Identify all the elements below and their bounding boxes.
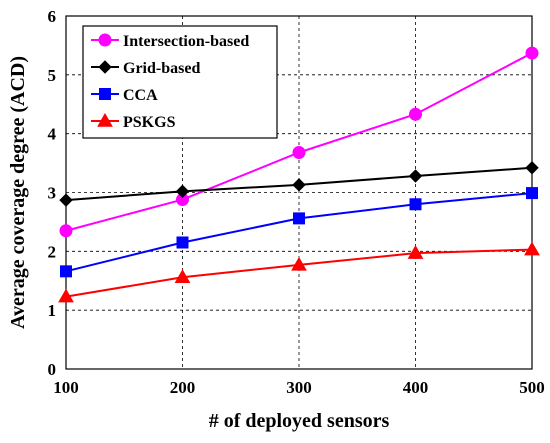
y-tick-label: 4 (48, 125, 57, 144)
data-point-cca (60, 265, 72, 278)
legend-label-pskgs: PSKGS (123, 114, 176, 131)
legend-item-pskgs: PSKGS (91, 112, 176, 131)
legend-marker-cca (99, 88, 111, 100)
legend-item-cca: CCA (91, 87, 158, 104)
x-tick-label: 200 (170, 378, 196, 397)
legend-box (82, 25, 278, 139)
legend-item-intersection-based: Intersection-based (91, 33, 249, 50)
series-grid-based (59, 161, 539, 207)
series-layer (58, 46, 540, 303)
x-axis-title: # of deployed sensors (209, 410, 390, 432)
data-point-cca (176, 236, 189, 249)
y-tick-label: 6 (48, 7, 57, 26)
data-point-grid-based (59, 193, 73, 207)
legend-marker-intersection-based (98, 33, 112, 47)
data-point-intersection-based (409, 107, 422, 121)
series-pskgs (58, 241, 540, 303)
series-intersection-based (59, 46, 539, 238)
legend-label-intersection-based: Intersection-based (123, 33, 249, 50)
data-point-intersection-based (292, 145, 306, 159)
data-point-grid-based (292, 178, 306, 192)
data-point-pskgs (524, 241, 540, 256)
x-tick-label: 500 (519, 378, 545, 397)
data-point-intersection-based (525, 46, 539, 60)
legend-item-grid-based: Grid-based (91, 60, 200, 77)
axes: 0 1 2 3 4 5 6 100 200 300 400 500 (48, 7, 545, 397)
data-point-pskgs (407, 245, 424, 259)
x-tick-label: 400 (403, 378, 429, 397)
legend-marker-pskgs (97, 112, 113, 127)
legend-marker-grid-based (98, 60, 112, 74)
y-tick-label: 1 (48, 301, 57, 320)
data-point-intersection-based (59, 224, 73, 238)
y-axis-title: Average coverage degree (ACD) (7, 56, 29, 329)
x-tick-label: 300 (286, 378, 312, 397)
y-tick-label: 5 (48, 66, 57, 85)
x-tick-label: 100 (53, 378, 79, 397)
data-point-grid-based (525, 161, 539, 175)
y-tick-label: 2 (48, 242, 57, 261)
data-point-pskgs (58, 288, 74, 303)
data-point-pskgs (174, 269, 191, 283)
series-cca (60, 187, 538, 278)
data-point-grid-based (175, 184, 190, 199)
data-point-cca (526, 187, 538, 200)
legend-label-cca: CCA (123, 87, 158, 104)
data-point-pskgs (291, 256, 307, 271)
data-point-cca (409, 198, 422, 211)
y-tick-label: 3 (48, 184, 57, 203)
legend: Intersection-based Grid-based CCA PSKGS (82, 25, 278, 139)
legend-label-grid-based: Grid-based (123, 60, 200, 77)
y-tick-label: 0 (48, 360, 57, 379)
data-point-grid-based (408, 169, 423, 183)
data-point-cca (293, 212, 305, 225)
